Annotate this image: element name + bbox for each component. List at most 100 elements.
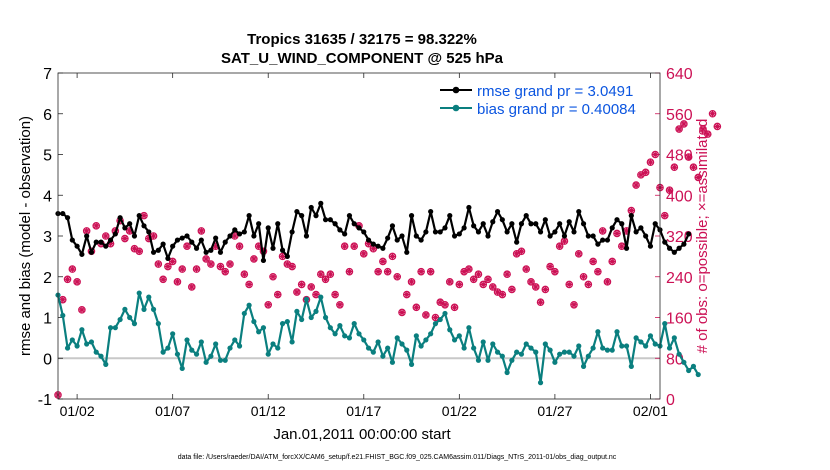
rmse-point [313,213,319,219]
y-axis-label-left: rmse and bias (model - observation) [17,116,34,356]
bias-point [193,351,200,357]
bias-series [55,290,701,386]
rmse-point [189,239,195,245]
rmse-point [628,213,634,219]
bias-point [260,325,267,331]
bias-point [590,345,596,351]
rmse-point [322,217,329,223]
obs-assimilated-point [107,240,114,247]
obs-assimilated-point [389,253,396,260]
bias-point [98,353,104,359]
obs-assimilated-point [179,265,186,273]
obs-assimilated-point [284,260,291,268]
rmse-point [475,229,482,235]
legend-rmse-marker [452,86,460,94]
rmse-point [370,241,376,247]
rmse-point [499,217,505,223]
bias-point [623,343,630,349]
bias-point [451,337,458,343]
rmse-point [571,229,577,235]
bias-point [165,345,171,351]
rmse-point [451,233,458,239]
obs-assimilated-point [269,273,277,280]
bias-point [695,371,701,378]
y-tick-label-right: 240 [666,270,693,287]
rmse-point [107,237,114,243]
rmse-point [681,241,687,247]
rmse-point [265,225,271,231]
bias-point [246,302,252,308]
y-tick-label-left: 0 [43,351,52,368]
obs-assimilated-point [174,278,181,286]
bias-point [84,341,90,347]
bias-point [112,325,118,331]
obs-assimilated-point [714,123,721,130]
bias-point [256,329,262,335]
chart-title-line1: Tropics 31635 / 32175 = 98.322% [247,31,477,48]
y-tick-label-left: 7 [43,66,52,83]
rmse-point [466,204,472,211]
obs-assimilated-point [441,301,449,308]
bias-point [189,347,195,353]
obs-assimilated-point [207,260,215,268]
bias-point [375,339,381,345]
y-tick-label-right: 0 [666,392,675,409]
rmse-point [79,251,85,257]
obs-assimilated-point [542,286,549,293]
bias-point [327,325,333,331]
bias-point [413,333,419,339]
bias-point [141,306,147,312]
rmse-point [174,237,181,243]
rmse-point [270,245,276,251]
obs-assimilated-point [451,304,458,311]
bias-point [542,341,548,347]
bias-point [499,353,505,359]
bias-point [533,349,539,355]
bias-point [643,343,649,349]
rmse-point [547,233,553,239]
bias-point [270,341,276,347]
rmse-point [623,245,630,251]
bias-point [275,345,281,351]
obs-assimilated-point [456,281,463,288]
x-tick-label: 01/17 [346,403,381,419]
obs-assimilated-point [308,283,315,291]
obs-assimilated-point [489,283,496,291]
rmse-point [170,243,176,249]
rmse-point [103,243,109,249]
bias-point [652,341,658,347]
bias-point [103,361,109,367]
rmse-point [141,223,147,229]
rmse-point [494,208,501,215]
bias-point [580,363,587,369]
rmse-point [389,223,396,229]
rmse-point [351,221,357,227]
obs-assimilated-point [513,250,520,258]
obs-assimilated-point [642,169,649,176]
rmse-point [232,227,238,233]
rmse-point [112,231,118,237]
rmse-point [131,233,138,239]
obs-assimilated-point [346,268,353,275]
bias-point [490,341,496,347]
rmse-point [614,217,620,223]
obs-assimilated-point [566,281,573,288]
bias-point [351,321,357,327]
bias-point [332,331,338,337]
rmse-point [193,245,200,251]
rmse-point [160,241,166,247]
rmse-point [198,237,204,243]
bias-point [385,345,391,351]
rmse-point [643,233,649,239]
obs-assimilated-point [341,242,348,250]
bias-point [514,349,520,355]
rmse-point [64,215,71,221]
rmse-point [647,243,654,249]
bias-point [346,335,353,341]
rmse-point [98,239,104,245]
obs-assimilated-point [685,153,692,161]
bias-point [389,359,396,365]
rmse-point [394,237,400,243]
obs-assimilated-point [484,276,492,283]
bias-point [60,312,66,319]
